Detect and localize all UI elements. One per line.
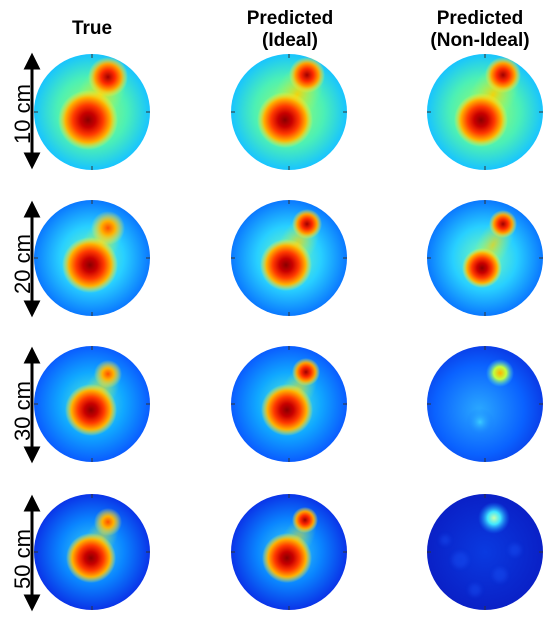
depth-arrow-10cm [23,52,41,170]
column-header-true: True [40,18,144,40]
column-header-predicted-non-ideal: Predicted (Non-Ideal) [410,8,550,52]
heatmap-ideal-50cm [231,494,347,610]
column-header-line1: Predicted [436,8,524,29]
depth-arrow-50cm [23,494,41,612]
heatmap-ideal-30cm [231,346,347,462]
depth-arrow-20cm [23,200,41,318]
column-header-line2: (Non-Ideal) [430,30,530,51]
column-header-line2: (Ideal) [262,30,318,51]
heatmap-nonideal-30cm [427,346,543,462]
heatmap-nonideal-20cm [427,200,543,316]
heatmap-nonideal-10cm [427,54,543,170]
heatmap-true-10cm [34,54,150,170]
heatmap-nonideal-50cm [427,494,543,610]
heatmap-true-50cm [34,494,150,610]
heatmap-true-20cm [34,200,150,316]
column-header-line1: Predicted [246,8,334,29]
heatmap-ideal-20cm [231,200,347,316]
column-header-line1: True [71,18,113,39]
depth-arrow-30cm [23,346,41,464]
heatmap-true-30cm [34,346,150,462]
column-header-predicted-ideal: Predicted (Ideal) [225,8,355,52]
heatmap-ideal-10cm [231,54,347,170]
